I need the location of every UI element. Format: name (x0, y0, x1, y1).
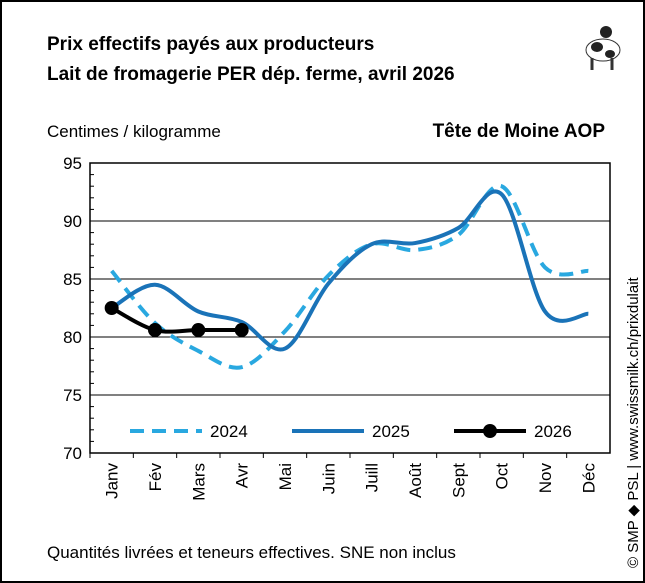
x-tick-label: Juill (363, 463, 382, 492)
x-tick-label: Mars (189, 463, 208, 501)
marker (104, 301, 119, 315)
product-label: Tête de Moine AOP (433, 121, 606, 142)
marker (234, 323, 249, 338)
source: © SMP ◆ PSL | www.swissmilk.ch/prixdulai… (625, 276, 642, 568)
x-tick-label: Mai (276, 463, 295, 490)
x-tick-label: Déc (579, 463, 598, 494)
series (110, 189, 589, 352)
line (110, 306, 242, 334)
x-tick-label: Sept (449, 463, 468, 498)
x-tick-label: Nov (536, 463, 555, 494)
line (110, 184, 589, 370)
legend-label: 2025 (372, 422, 410, 441)
footnote: Quantités livrées et teneurs effectives.… (47, 543, 456, 562)
legend-marker (483, 424, 497, 438)
marker (191, 323, 206, 338)
chart-subtitle: Lait de fromagerie PER dép. ferme, avril… (47, 64, 455, 85)
legend-label: 2026 (534, 422, 572, 441)
x-tick-label: Août (406, 463, 425, 498)
series (104, 301, 249, 338)
y-axis-label: Centimes / kilogramme (47, 122, 221, 141)
cow-icon (585, 26, 621, 70)
x-tick-label: Janv (103, 463, 122, 499)
x-tick-label: Fév (146, 463, 165, 492)
y-tick-label: 70 (63, 444, 82, 463)
y-tick-label: 85 (63, 270, 82, 289)
series (110, 184, 589, 370)
chart-title: Prix effectifs payés aux producteurs (47, 34, 374, 55)
x-tick-label: Avr (233, 463, 252, 489)
y-tick-label: 75 (63, 386, 82, 405)
y-tick-label: 90 (63, 212, 82, 231)
marker (148, 323, 162, 338)
y-tick-label: 95 (63, 154, 82, 173)
line (110, 189, 589, 352)
x-tick-label: Oct (493, 463, 512, 490)
x-tick-label: Juin (319, 463, 338, 494)
y-tick-label: 80 (63, 328, 82, 347)
legend-label: 2024 (210, 422, 248, 441)
